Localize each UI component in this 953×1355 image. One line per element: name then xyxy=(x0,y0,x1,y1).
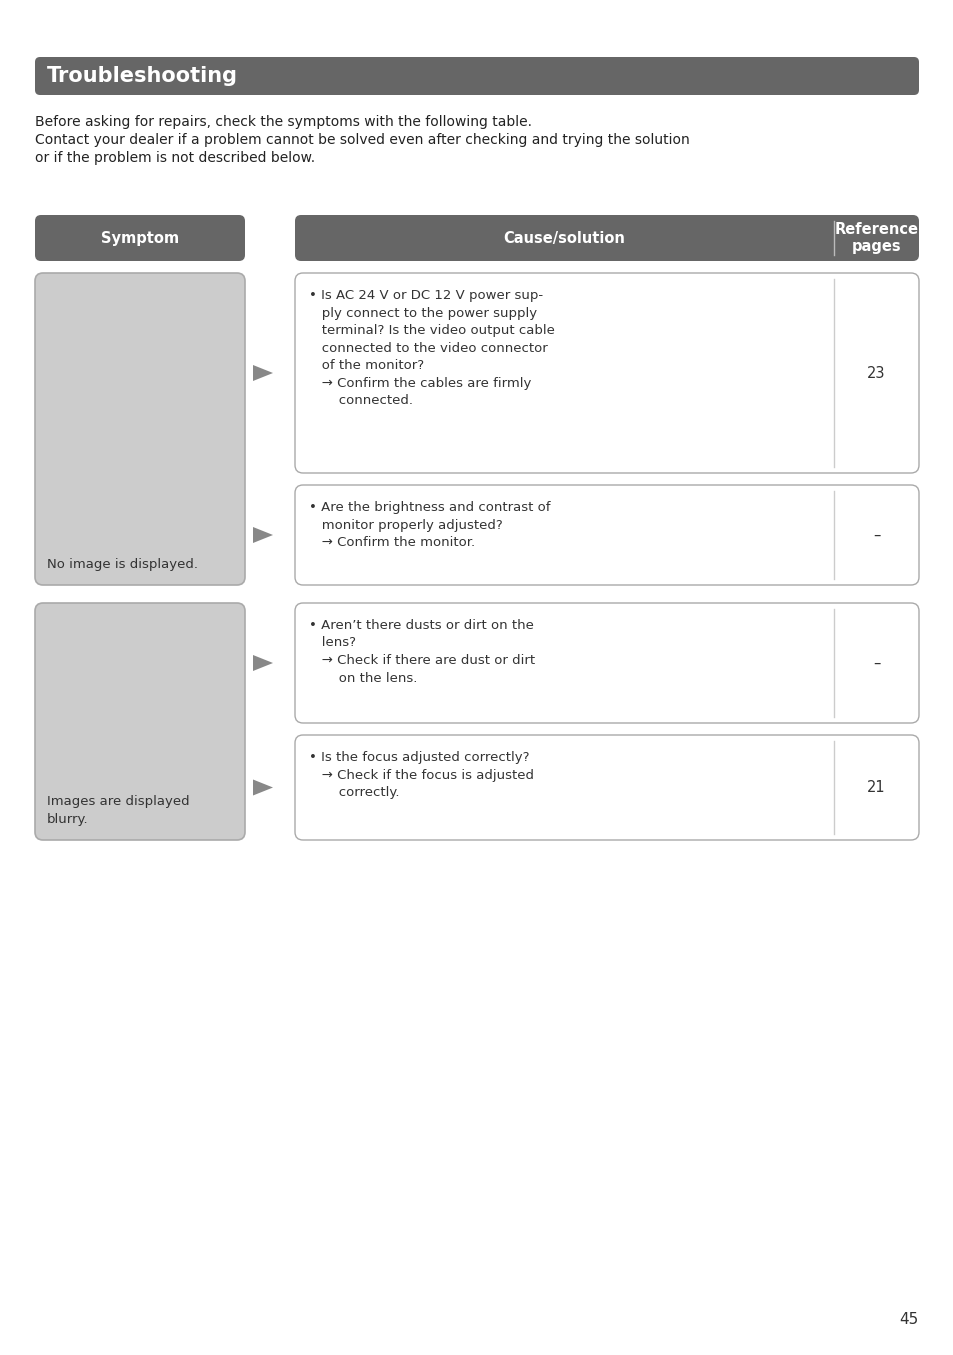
Polygon shape xyxy=(253,779,273,795)
FancyBboxPatch shape xyxy=(294,603,918,724)
Text: Cause/solution: Cause/solution xyxy=(503,230,625,245)
Text: • Are the brightness and contrast of
   monitor properly adjusted?
   → Confirm : • Are the brightness and contrast of mon… xyxy=(309,501,550,549)
Text: Before asking for repairs, check the symptoms with the following table.: Before asking for repairs, check the sym… xyxy=(35,115,532,129)
Text: • Is the focus adjusted correctly?
   → Check if the focus is adjusted
       co: • Is the focus adjusted correctly? → Che… xyxy=(309,751,534,799)
Text: or if the problem is not described below.: or if the problem is not described below… xyxy=(35,150,314,165)
Text: 23: 23 xyxy=(866,366,884,381)
FancyBboxPatch shape xyxy=(35,215,245,262)
Polygon shape xyxy=(253,654,273,671)
Text: –: – xyxy=(872,656,880,671)
FancyBboxPatch shape xyxy=(35,272,245,585)
Text: Symptom: Symptom xyxy=(101,230,179,245)
Text: Troubleshooting: Troubleshooting xyxy=(47,66,237,85)
Text: Images are displayed
blurry.: Images are displayed blurry. xyxy=(47,795,190,827)
FancyBboxPatch shape xyxy=(294,272,918,473)
FancyBboxPatch shape xyxy=(35,57,918,95)
Text: 45: 45 xyxy=(899,1312,918,1327)
Text: 21: 21 xyxy=(866,780,885,795)
Text: Contact your dealer if a problem cannot be solved even after checking and trying: Contact your dealer if a problem cannot … xyxy=(35,133,689,146)
Polygon shape xyxy=(253,364,273,381)
Polygon shape xyxy=(253,527,273,543)
FancyBboxPatch shape xyxy=(35,603,245,840)
Text: No image is displayed.: No image is displayed. xyxy=(47,558,198,570)
Text: Reference
pages: Reference pages xyxy=(834,222,918,255)
Text: • Aren’t there dusts or dirt on the
   lens?
   → Check if there are dust or dir: • Aren’t there dusts or dirt on the lens… xyxy=(309,619,535,684)
Text: • Is AC 24 V or DC 12 V power sup-
   ply connect to the power supply
   termina: • Is AC 24 V or DC 12 V power sup- ply c… xyxy=(309,289,555,406)
FancyBboxPatch shape xyxy=(294,485,918,585)
FancyBboxPatch shape xyxy=(294,215,918,262)
FancyBboxPatch shape xyxy=(294,734,918,840)
Text: –: – xyxy=(872,527,880,542)
